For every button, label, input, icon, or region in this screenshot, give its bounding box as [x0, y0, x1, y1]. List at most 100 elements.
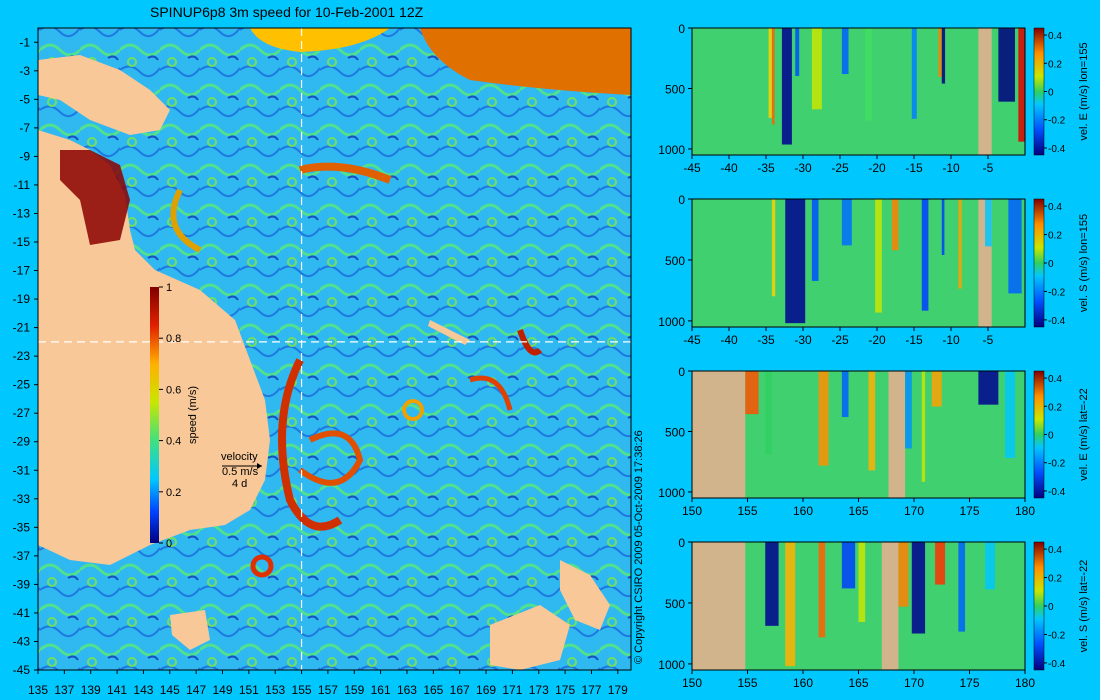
lon-tick-label: 163 [397, 683, 417, 697]
colorbar-tick-label: -0.4 [1048, 659, 1066, 670]
section-ylabel: vel. E (m/s) lat=-22 [1078, 388, 1090, 481]
lat-tick-label: -13 [13, 206, 31, 220]
arrow-head-icon [257, 463, 262, 469]
velocity-key-speed: 0.5 m/s [222, 466, 259, 478]
lon-tick-label: 173 [529, 683, 549, 697]
section-feature [841, 371, 849, 418]
east-australian-current [278, 358, 343, 531]
lat-tick-label: -17 [13, 264, 31, 278]
lon-tick-label: 161 [371, 683, 391, 697]
lon-tick-label: 153 [265, 683, 285, 697]
colorbar-tick-label: -0.2 [1048, 116, 1066, 127]
section-feature [1008, 199, 1022, 294]
new-guinea-land [38, 55, 170, 135]
section-feature [841, 199, 852, 246]
x-tick-label: -40 [720, 333, 738, 347]
lat-tick-label: -43 [13, 634, 31, 648]
lat-tick-label: -3 [19, 64, 30, 78]
section-feature [905, 371, 912, 449]
section-feature [781, 28, 792, 145]
section-feature [768, 28, 772, 118]
lon-tick-label: 171 [502, 683, 522, 697]
lon-tick-label: 167 [450, 683, 470, 697]
x-tick-label: 150 [682, 504, 702, 518]
colorbar-tick-label: 0 [166, 538, 172, 550]
x-tick-label: 170 [904, 504, 924, 518]
colorbar-tick-label: 0.2 [1048, 574, 1062, 585]
speed-colorbar-label: speed (m/s) [187, 386, 199, 444]
new-caledonia-land [428, 320, 470, 345]
section-feature [811, 199, 819, 281]
x-tick-label: 160 [793, 504, 813, 518]
section-feature [888, 371, 906, 498]
colorbar-tick-label: -0.4 [1048, 487, 1066, 498]
section-feature [958, 542, 966, 632]
section-panel-1: -45 -40 -35 -30 -25 -20 -15 -10 -5 0 500 1000 0.4 0.2… [658, 22, 1090, 175]
x-tick-label: -25 [831, 161, 849, 175]
velocity-colorbar [1033, 198, 1045, 328]
x-tick-label: 150 [682, 676, 702, 690]
y-tick-label: 1000 [658, 143, 685, 157]
x-tick-label: -10 [942, 161, 960, 175]
colorbar-tick-label: 0.4 [166, 436, 181, 448]
y-tick-label: 500 [665, 597, 685, 611]
lon-tick-label: 139 [81, 683, 101, 697]
colorbar-tick-label: 0.8 [166, 333, 181, 345]
section-panel-3: 150 155 160 165 170 175 180 0 500 1000 0.4 0.2 0 -0.2… [658, 365, 1090, 518]
velocity-key: velocity 0.5 m/s 4 d [221, 451, 262, 490]
lon-tick-label: 155 [292, 683, 312, 697]
section-feature [765, 542, 779, 626]
colorbar-tick-label: 0 [1048, 88, 1054, 99]
y-tick-label: 1000 [658, 315, 685, 329]
section-feature [911, 28, 917, 119]
new-zealand-south-land [490, 605, 570, 670]
north-high-speed [250, 28, 390, 52]
section-feature [931, 371, 942, 407]
lon-tick-label: 151 [239, 683, 259, 697]
lon-tick-label: 157 [318, 683, 338, 697]
copyright-text: © Copyright CSIRO 2009 05-Oct-2009 17:38… [633, 430, 645, 664]
x-tick-label: 165 [848, 676, 868, 690]
north-high-speed [420, 28, 631, 95]
section-feature [1005, 371, 1016, 458]
lon-tick-label: 145 [160, 683, 180, 697]
x-tick-label: -15 [905, 161, 923, 175]
current-band [517, 329, 543, 356]
speed-colorbar-ticks: 1 0.8 0.6 0.4 0.2 0 [159, 282, 181, 550]
y-tick-label: 1000 [658, 486, 685, 500]
lat-tick-label: -7 [19, 121, 30, 135]
lat-tick-label: -23 [13, 349, 31, 363]
y-tick-label: 500 [665, 425, 685, 439]
section-feature [795, 28, 800, 76]
lat-tick-label: -41 [13, 606, 31, 620]
section-feature [891, 199, 899, 251]
x-tick-label: -40 [720, 161, 738, 175]
x-tick-label: -20 [868, 333, 886, 347]
new-zealand-north-land [560, 560, 610, 630]
x-tick-label: -45 [683, 333, 701, 347]
x-tick-label: -20 [868, 161, 886, 175]
lon-tick-label: 179 [608, 683, 628, 697]
section-field [692, 199, 1025, 327]
section-ylabel: vel. E (m/s) lon=155 [1078, 42, 1090, 140]
section-panel-4: 150 155 160 165 170 175 180 0 500 1000 0.4 0.2 0 -0.2… [658, 536, 1090, 690]
current-eddy [298, 430, 364, 486]
colorbar-tick-label: -0.4 [1048, 144, 1066, 155]
velocity-key-period: 4 d [232, 478, 247, 490]
lon-tick-label: 141 [107, 683, 127, 697]
section-feature [785, 199, 806, 324]
y-tick-label: 1000 [658, 658, 685, 672]
map-lat-ticks: -1 -3 -5 -7 -9 -11 -13 -15 -17 -19 -21 -23 -25 -27 -29… [13, 35, 38, 677]
map-frame [37, 27, 632, 671]
section-feature [745, 371, 759, 415]
lat-tick-label: -9 [19, 149, 30, 163]
lat-tick-label: -11 [14, 178, 31, 192]
colorbar-tick-label: 0 [1048, 431, 1054, 442]
colorbar-tick-label: 0 [1048, 259, 1054, 270]
x-tick-label: 180 [1015, 676, 1035, 690]
x-tick-label: -30 [794, 161, 812, 175]
section-feature [898, 542, 909, 607]
section-feature [921, 199, 929, 311]
x-tick-label: 175 [959, 676, 979, 690]
current-band [469, 375, 513, 411]
